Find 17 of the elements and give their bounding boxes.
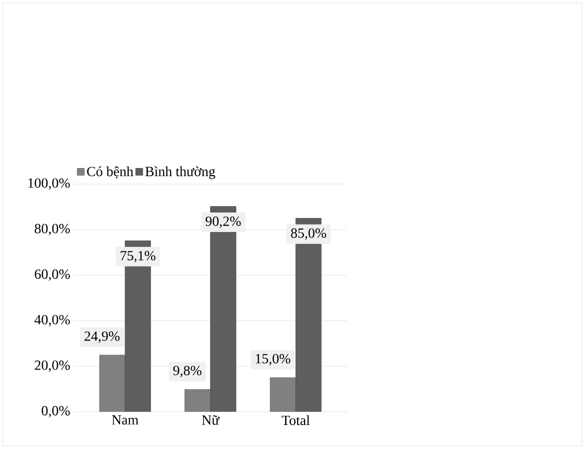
data-label: 15,0% [256, 354, 290, 366]
y-tick-label: 40,0% [34, 315, 70, 327]
data-label: 90,2% [206, 216, 241, 228]
data-label: 9,8% [173, 366, 202, 378]
y-tick-label: 100,0% [28, 178, 70, 190]
data-label: 75,1% [120, 251, 156, 263]
y-tick-label: 0,0% [42, 406, 70, 418]
legend-label: Có bệnh [87, 166, 134, 179]
legend-label: Bình thường [145, 166, 216, 180]
data-label: 85,0% [291, 228, 326, 240]
x-tick-label: Nữ [202, 415, 220, 425]
y-tick-label: 80,0% [34, 224, 70, 236]
data-label: 24,9% [84, 332, 120, 344]
y-tick-label: 20,0% [34, 360, 70, 372]
y-tick-label: 60,0% [34, 270, 70, 282]
x-tick-label: Total [282, 415, 310, 426]
x-tick-label: Nam [112, 415, 138, 425]
